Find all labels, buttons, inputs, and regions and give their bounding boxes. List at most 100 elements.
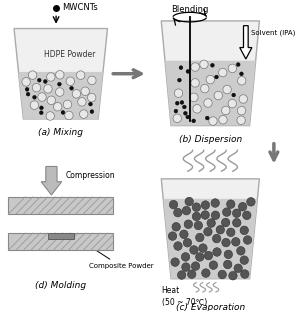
- Circle shape: [238, 77, 246, 85]
- Circle shape: [182, 105, 186, 109]
- Circle shape: [192, 212, 201, 221]
- Circle shape: [22, 78, 30, 86]
- Circle shape: [224, 250, 232, 259]
- Circle shape: [226, 200, 235, 208]
- Circle shape: [88, 102, 92, 106]
- Circle shape: [200, 60, 208, 69]
- Circle shape: [240, 226, 248, 234]
- Circle shape: [179, 66, 183, 70]
- Circle shape: [72, 90, 81, 98]
- Text: Composite Powder: Composite Powder: [76, 237, 153, 270]
- Circle shape: [232, 93, 236, 97]
- Polygon shape: [19, 72, 103, 119]
- Circle shape: [172, 222, 180, 231]
- Circle shape: [214, 91, 223, 100]
- Circle shape: [174, 208, 182, 217]
- Text: (a) Mixing: (a) Mixing: [38, 128, 83, 137]
- Circle shape: [32, 83, 41, 92]
- Circle shape: [173, 114, 182, 123]
- Circle shape: [47, 96, 56, 104]
- Text: Blending: Blending: [171, 5, 208, 14]
- Circle shape: [207, 219, 215, 227]
- Circle shape: [182, 207, 190, 215]
- Circle shape: [211, 63, 214, 67]
- Circle shape: [56, 71, 64, 79]
- Circle shape: [232, 238, 240, 246]
- Circle shape: [81, 87, 89, 95]
- Polygon shape: [8, 233, 113, 250]
- Circle shape: [65, 111, 73, 120]
- Circle shape: [228, 99, 236, 108]
- Circle shape: [229, 272, 237, 280]
- Circle shape: [194, 221, 202, 230]
- Circle shape: [38, 93, 46, 101]
- Circle shape: [238, 202, 247, 211]
- Circle shape: [186, 115, 190, 119]
- Text: (c) Evaporation: (c) Evaporation: [176, 304, 245, 311]
- Circle shape: [76, 71, 85, 79]
- Circle shape: [90, 110, 94, 114]
- Circle shape: [191, 262, 200, 270]
- Circle shape: [192, 203, 201, 211]
- Circle shape: [222, 106, 230, 115]
- Circle shape: [183, 239, 192, 247]
- Polygon shape: [41, 166, 62, 195]
- Circle shape: [223, 208, 231, 216]
- Circle shape: [178, 78, 181, 82]
- Circle shape: [182, 263, 190, 272]
- Circle shape: [191, 79, 199, 87]
- Circle shape: [88, 76, 96, 85]
- Text: Solvent (IPA): Solvent (IPA): [250, 29, 295, 35]
- Circle shape: [224, 260, 232, 269]
- Circle shape: [240, 72, 243, 76]
- Polygon shape: [240, 26, 252, 59]
- Circle shape: [171, 258, 179, 267]
- Circle shape: [243, 211, 251, 220]
- Circle shape: [214, 75, 218, 79]
- Text: Compression: Compression: [65, 171, 115, 180]
- Circle shape: [185, 197, 194, 206]
- Circle shape: [184, 111, 187, 115]
- Circle shape: [237, 116, 245, 125]
- Circle shape: [212, 234, 221, 243]
- Circle shape: [177, 271, 186, 279]
- Circle shape: [169, 200, 178, 209]
- Circle shape: [53, 102, 62, 111]
- Circle shape: [218, 270, 226, 279]
- Circle shape: [219, 115, 227, 124]
- Circle shape: [241, 270, 249, 278]
- Circle shape: [180, 230, 188, 239]
- Circle shape: [228, 64, 237, 73]
- Circle shape: [232, 209, 241, 217]
- Circle shape: [44, 85, 52, 93]
- Circle shape: [222, 238, 230, 247]
- Circle shape: [78, 98, 86, 106]
- Circle shape: [30, 101, 39, 109]
- Text: MWCNTs: MWCNTs: [62, 3, 98, 12]
- Circle shape: [213, 248, 221, 256]
- Circle shape: [188, 270, 196, 278]
- Circle shape: [199, 244, 207, 252]
- Circle shape: [25, 87, 29, 91]
- Circle shape: [201, 84, 209, 93]
- Circle shape: [196, 233, 204, 242]
- Circle shape: [202, 269, 210, 277]
- Circle shape: [193, 104, 201, 113]
- Circle shape: [80, 110, 88, 118]
- Polygon shape: [14, 29, 107, 119]
- Circle shape: [174, 89, 183, 97]
- Circle shape: [204, 227, 212, 236]
- Circle shape: [206, 116, 209, 120]
- Circle shape: [221, 218, 230, 227]
- Polygon shape: [48, 233, 74, 239]
- Polygon shape: [161, 21, 260, 126]
- Circle shape: [181, 253, 190, 261]
- Text: (d) Molding: (d) Molding: [35, 281, 86, 290]
- Circle shape: [174, 242, 182, 250]
- Circle shape: [223, 85, 231, 94]
- Circle shape: [33, 95, 36, 99]
- Circle shape: [63, 100, 72, 109]
- Circle shape: [39, 111, 43, 114]
- Polygon shape: [48, 233, 74, 239]
- Circle shape: [196, 253, 204, 261]
